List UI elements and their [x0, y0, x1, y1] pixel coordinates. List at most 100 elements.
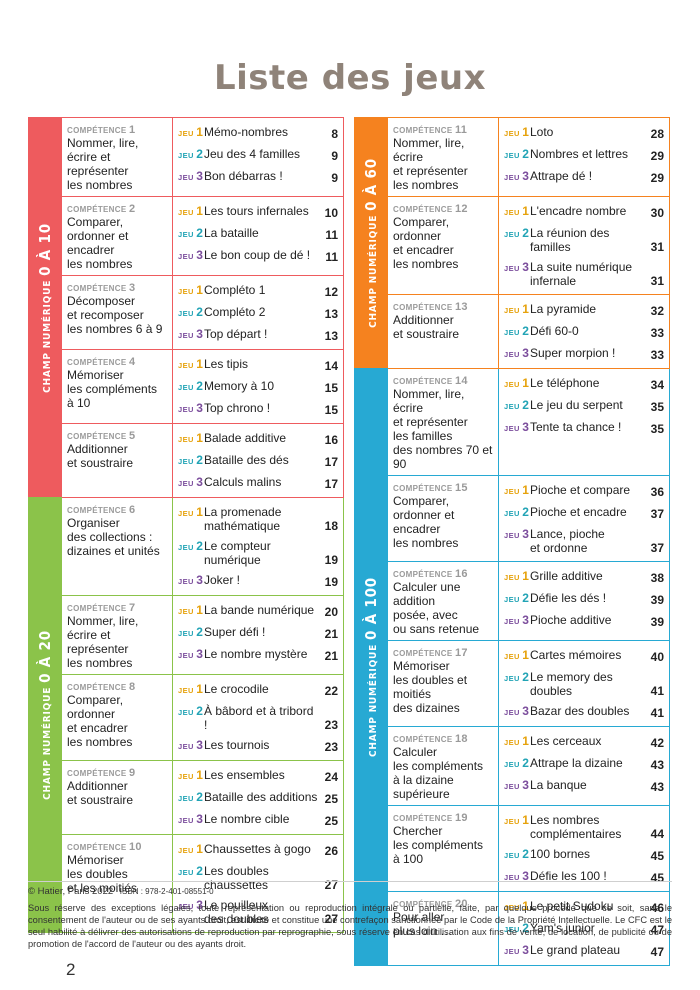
- game-page: 31: [650, 274, 664, 288]
- game-name: Pioche et compare: [530, 483, 631, 497]
- game-name: La réunion des familles: [530, 226, 610, 254]
- game-digit: 2: [196, 539, 203, 553]
- game-digit: 3: [522, 346, 529, 360]
- competence-word: compétence: [67, 843, 129, 852]
- game-number: JEU 2: [178, 790, 204, 806]
- competence-cell: compétence 12 Comparer, ordonner et encadr…: [388, 197, 499, 294]
- game-item: JEU 1 Les tours infernales 10: [178, 204, 338, 220]
- game-name: Nombres et lettres: [530, 147, 629, 161]
- competence-cell: compétence 15 Comparer, ordonner et encadr…: [388, 476, 499, 561]
- game-digit: 1: [196, 603, 203, 617]
- game-word: JEU: [178, 479, 197, 488]
- competence-row: compétence 4 Mémoriser les compléments à 10…: [62, 349, 343, 423]
- competence-number: 18: [454, 733, 468, 745]
- game-digit: 3: [196, 248, 203, 262]
- games-cell: JEU 1 Les nombres complémentaires 44 JEU 2 10…: [499, 806, 669, 891]
- game-word: JEU: [504, 424, 523, 433]
- game-digit: 2: [522, 591, 529, 605]
- competence-word: compétence: [393, 303, 455, 312]
- game-digit: 2: [522, 921, 529, 935]
- game-number: JEU 3: [504, 613, 530, 629]
- game-page: 29: [650, 149, 664, 163]
- game-number: JEU 1: [178, 842, 204, 858]
- game-digit: 2: [196, 147, 203, 161]
- game-item: JEU 2 Le jeu du serpent 35: [504, 398, 664, 414]
- game-word: JEU: [178, 208, 197, 217]
- competence-number: 10: [128, 841, 142, 853]
- game-number: JEU 2: [504, 226, 530, 242]
- competence-label: compétence 6: [67, 504, 168, 516]
- game-number: JEU 2: [178, 147, 204, 163]
- game-name: Memory à 10: [204, 379, 275, 393]
- competence-number: 9: [128, 767, 136, 779]
- game-number: JEU 2: [178, 226, 204, 242]
- game-name: Défi 60-0: [530, 324, 579, 338]
- game-digit: 3: [522, 613, 529, 627]
- game-digit: 3: [522, 260, 529, 274]
- game-name: Compléto 2: [204, 305, 266, 319]
- game-digit: 2: [522, 398, 529, 412]
- competence-cell: compétence 16 Calculer une addition posée,…: [388, 562, 499, 640]
- game-name: Les nombres complémentaires: [530, 813, 622, 841]
- page-title: Liste des jeux: [213, 58, 487, 98]
- competence-word: compétence: [67, 284, 129, 293]
- game-number: JEU 1: [178, 505, 204, 521]
- game-number: JEU 2: [178, 305, 204, 321]
- game-digit: 1: [196, 204, 203, 218]
- game-word: JEU: [178, 816, 197, 825]
- game-digit: 3: [196, 573, 203, 587]
- game-number: JEU 2: [178, 453, 204, 469]
- competence-number: 13: [454, 301, 468, 313]
- game-page: 27: [324, 912, 338, 926]
- game-item: JEU 1 Chaussettes à gogo 26: [178, 842, 338, 858]
- game-number: JEU 2: [504, 324, 530, 340]
- game-item: JEU 1 Le petit Sudoku 46: [504, 899, 664, 915]
- field-band-range: 0 À 10: [36, 222, 54, 276]
- legal-notice: Sous réserve des exceptions légales, tou…: [28, 903, 672, 949]
- game-page: 41: [650, 684, 664, 698]
- game-digit: 3: [522, 420, 529, 434]
- competence-row: compétence 3 Décomposer et recomposer les n…: [62, 275, 343, 349]
- copyright-line: © Hatier, Paris 2022 ISBN : 978-2-401-08…: [28, 881, 672, 898]
- game-number: JEU 3: [504, 869, 530, 885]
- game-number: JEU 1: [178, 204, 204, 220]
- game-number: JEU 3: [504, 260, 530, 276]
- game-item: JEU 3 Bazar des doubles 41: [504, 704, 664, 720]
- competence-word: compétence: [67, 683, 129, 692]
- game-digit: 1: [196, 768, 203, 782]
- game-number: JEU 1: [504, 302, 530, 318]
- competence-text: Pour aller plus loin …: [393, 910, 453, 938]
- game-digit: 2: [522, 847, 529, 861]
- games-cell: JEU 1 Cartes mémoires 40 JEU 2 Le memory des…: [499, 641, 669, 726]
- game-digit: 2: [196, 625, 203, 639]
- competence-cell: compétence 7 Nommer, lire, écrire et repré…: [62, 596, 173, 674]
- game-digit: 1: [196, 431, 203, 445]
- game-name: Mémo-nombres: [204, 125, 289, 139]
- game-number: JEU 1: [178, 357, 204, 373]
- game-number: JEU 1: [178, 125, 204, 141]
- game-number: JEU 2: [504, 147, 530, 163]
- competence-number: 7: [128, 602, 136, 614]
- game-word: JEU: [504, 129, 523, 138]
- game-page: 11: [325, 228, 338, 242]
- game-name: Le jeu du serpent: [530, 398, 623, 412]
- number-field-section: CHAMP NUMÉRIQUE 0 À 10 compétence 1 Nommer…: [28, 117, 344, 498]
- game-item: JEU 3 Calculs malins 17: [178, 475, 338, 491]
- game-digit: 3: [522, 943, 529, 957]
- game-name: La suite numérique infernale: [530, 260, 633, 288]
- game-digit: 1: [522, 569, 529, 583]
- game-page: 38: [650, 571, 664, 585]
- game-name: Défie les 100 !: [530, 869, 607, 883]
- competence-row: compétence 8 Comparer, ordonner et encadre…: [62, 674, 343, 760]
- competence-row: compétence 12 Comparer, ordonner et encadr…: [388, 196, 669, 294]
- game-word: JEU: [504, 903, 523, 912]
- game-digit: 1: [196, 283, 203, 297]
- game-number: JEU 2: [178, 379, 204, 395]
- competence-number: 3: [128, 282, 136, 294]
- game-word: JEU: [504, 350, 523, 359]
- game-page: 11: [325, 250, 338, 264]
- game-digit: 1: [522, 204, 529, 218]
- game-name: Les tipis: [204, 357, 249, 371]
- field-band-prefix: CHAMP NUMÉRIQUE: [368, 639, 379, 758]
